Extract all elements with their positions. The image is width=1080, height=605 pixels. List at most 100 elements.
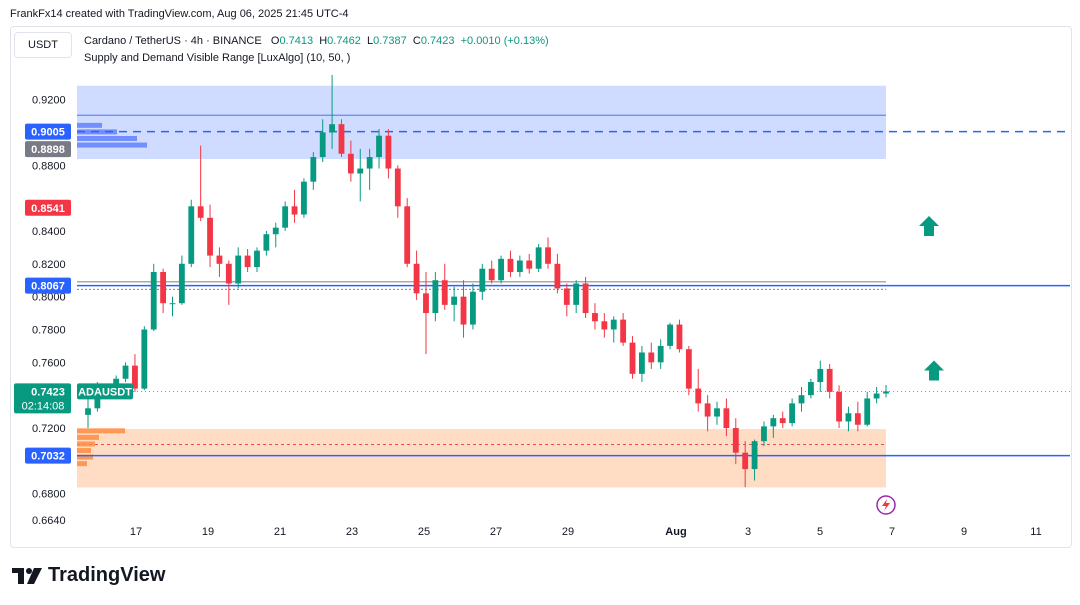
candle-body-73	[770, 418, 777, 427]
y-tick-label-4: 0.8000	[32, 292, 66, 304]
candle-14	[216, 247, 223, 277]
candle-body-57	[620, 319, 627, 343]
candle-body-37	[432, 280, 439, 314]
candle-body-32	[385, 135, 392, 169]
demand-profile-bar-2	[77, 441, 95, 447]
candle-16	[235, 247, 242, 289]
up-arrow-icon-1	[924, 360, 944, 381]
candle-body-47	[526, 260, 533, 269]
price-label-1: 0.8898	[31, 144, 65, 156]
candle-body-42	[479, 268, 486, 292]
price-label-bg-1	[25, 141, 71, 158]
candle-body-40	[460, 296, 467, 325]
candle-68	[723, 398, 730, 437]
low-label: L	[366, 35, 374, 47]
candle-6	[141, 326, 148, 391]
change-value: +0.0010 (+0.13%)	[460, 35, 549, 47]
candle-body-54	[592, 313, 598, 322]
candle-82	[854, 401, 861, 432]
price-label-bg-0	[25, 123, 71, 140]
y-tick-label-6: 0.7600	[32, 357, 66, 369]
candle-body-31	[376, 135, 382, 158]
supply-profile-bar-0	[77, 122, 102, 128]
candle-36	[423, 272, 429, 355]
close-value: 0.7423	[420, 35, 455, 47]
candle-15	[225, 260, 232, 305]
candle-body-51	[563, 288, 570, 305]
y-tick-label-5: 0.7800	[32, 324, 66, 336]
candle-39	[451, 286, 458, 322]
candle-32	[385, 129, 392, 179]
candle-64	[685, 345, 692, 396]
price-label-bg-2	[25, 199, 71, 216]
candle-body-20	[272, 227, 279, 235]
symbol-title: Cardano / TetherUS · 4h · BINANCE	[84, 35, 262, 47]
candle-body-27	[338, 124, 345, 154]
candle-20	[272, 222, 279, 248]
candle-body-8	[160, 272, 167, 304]
candle-66	[704, 395, 711, 432]
candle-body-84	[873, 393, 880, 399]
candle-19	[263, 230, 270, 256]
candle-body-18	[254, 250, 260, 268]
candle-body-9	[169, 303, 176, 305]
candle-73	[770, 414, 777, 438]
y-tick-label-0: 0.9200	[32, 95, 66, 107]
lightning-icon[interactable]	[876, 495, 896, 515]
candle-body-21	[282, 206, 289, 228]
candle-52	[573, 280, 580, 314]
candle-57	[620, 313, 627, 346]
candle-body-39	[451, 296, 458, 305]
x-tick-label-9: 5	[817, 526, 823, 538]
candle-77	[807, 378, 814, 399]
candle-17	[244, 249, 251, 273]
candle-body-15	[225, 263, 232, 284]
candle-21	[282, 201, 289, 231]
candle-58	[629, 336, 636, 379]
candle-body-10	[178, 263, 185, 304]
low-value: 0.7387	[373, 35, 407, 47]
candle-body-23	[301, 181, 307, 215]
candle-body-25	[319, 132, 326, 158]
candle-10	[178, 255, 185, 305]
candle-body-74	[779, 418, 786, 424]
candle-55	[601, 313, 608, 338]
x-tick-label-0: 17	[130, 526, 142, 538]
candle-40	[460, 280, 467, 338]
candle-45	[507, 250, 514, 277]
candle-body-43	[488, 268, 495, 281]
candle-22	[291, 189, 298, 223]
candle-54	[592, 303, 598, 330]
x-tick-label-8: 3	[745, 526, 751, 538]
candle-79	[826, 363, 833, 399]
candle-body-58	[629, 342, 636, 374]
candle-body-52	[573, 283, 580, 305]
y-tick-label-1: 0.8800	[32, 160, 66, 172]
y-tick-label-2: 0.8400	[32, 226, 66, 238]
current-price-countdown: 02:14:08	[22, 400, 65, 412]
candle-body-81	[845, 413, 852, 422]
candle-body-48	[535, 247, 542, 269]
y-tick-label-7: 0.7200	[32, 423, 66, 435]
candle-48	[535, 244, 542, 273]
open-value: 0.7413	[279, 35, 314, 47]
x-tick-label-6: 29	[562, 526, 574, 538]
demand-zone	[77, 429, 886, 488]
candle-body-4	[122, 365, 129, 379]
candle-body-45	[507, 258, 514, 273]
candle-30	[366, 148, 373, 190]
x-tick-label-3: 23	[346, 526, 358, 538]
chart-frame	[10, 26, 1072, 548]
tradingview-logo-text: TradingView	[48, 564, 166, 586]
candle-body-30	[366, 157, 373, 169]
candle-33	[394, 165, 401, 218]
high-label: H	[319, 35, 328, 47]
symbol-legend: Cardano / TetherUS · 4h · BINANCE O0.741…	[84, 35, 549, 47]
candle-body-55	[601, 321, 608, 330]
currency-button[interactable]: USDT	[14, 32, 72, 58]
candle-61	[657, 339, 664, 369]
y-tick-label-3: 0.8200	[32, 259, 66, 271]
supply-profile-bar-2	[77, 135, 137, 141]
candle-body-0	[85, 408, 91, 415]
